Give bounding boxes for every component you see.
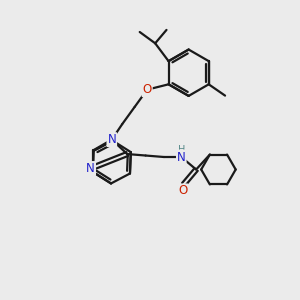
Text: H: H	[178, 146, 185, 155]
Text: N: N	[86, 162, 95, 175]
Text: N: N	[107, 133, 116, 146]
Text: N: N	[177, 151, 186, 164]
Text: O: O	[178, 184, 188, 197]
Text: O: O	[142, 83, 152, 96]
